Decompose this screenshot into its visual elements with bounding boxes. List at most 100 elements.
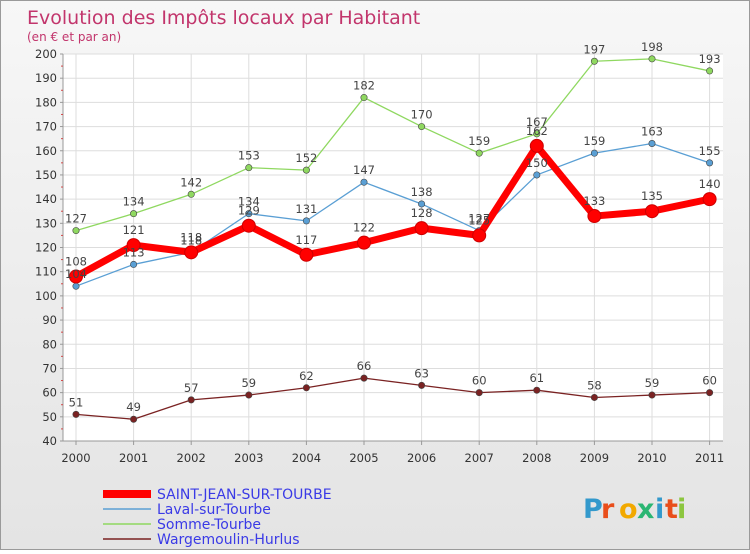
data-point: [302, 166, 310, 174]
data-point: [299, 247, 314, 262]
data-label: 152: [295, 151, 317, 165]
data-label: 163: [641, 124, 663, 138]
data-point: [706, 389, 714, 397]
data-label: 150: [526, 156, 548, 170]
data-point: [414, 221, 429, 236]
y-tick-label: 200: [35, 47, 57, 61]
data-point: [69, 269, 83, 284]
x-tick-label: 2004: [292, 451, 321, 465]
data-point: [130, 415, 138, 423]
y-tick-label: 190: [35, 71, 57, 85]
data-point: [533, 171, 541, 179]
data-label: 127: [468, 212, 490, 226]
data-point: [245, 391, 253, 399]
data-label: 167: [526, 115, 548, 129]
data-point: [472, 228, 487, 243]
data-label: 128: [411, 206, 433, 220]
y-tick-label: 160: [35, 144, 57, 158]
data-label: 117: [295, 233, 317, 247]
data-label: 147: [353, 163, 375, 177]
data-label: 113: [123, 245, 145, 259]
logo-letter: t: [665, 494, 678, 525]
chart-title: Evolution des Impôts locaux par Habitant: [27, 7, 420, 29]
logo-letter: P: [583, 494, 603, 525]
data-label: 57: [184, 381, 199, 395]
data-label: 60: [472, 374, 487, 388]
data-label: 118: [180, 233, 202, 247]
data-point: [590, 57, 598, 65]
data-label: 60: [702, 374, 717, 388]
data-point: [590, 393, 598, 401]
series-line-saint-jean-sur-tourbe: [72, 142, 714, 281]
data-label: 153: [238, 149, 260, 163]
series-line-wargemoulin-hurlus: [75, 377, 711, 420]
data-label: 63: [414, 366, 429, 380]
x-tick-label: 2002: [177, 451, 206, 465]
data-label: 66: [357, 359, 372, 373]
data-point: [302, 217, 310, 225]
x-tick-label: 2007: [465, 451, 494, 465]
data-label: 162: [526, 124, 548, 138]
data-label: 58: [587, 378, 602, 392]
data-point: [648, 55, 656, 63]
data-point: [648, 391, 656, 399]
logo-letter: i: [655, 494, 664, 525]
data-point: [72, 410, 80, 418]
data-point: [529, 138, 544, 153]
data-point: [302, 384, 310, 392]
data-label: 140: [699, 177, 721, 191]
series-lines: [69, 55, 717, 423]
y-tick-label: 50: [42, 410, 57, 424]
data-point: [360, 374, 368, 382]
data-point: [184, 245, 199, 260]
data-label: 129: [238, 204, 260, 218]
data-label: 133: [583, 194, 605, 208]
y-tick-label: 130: [35, 216, 57, 230]
data-point: [126, 238, 141, 253]
data-point: [418, 123, 426, 131]
data-label: 118: [180, 230, 202, 244]
legend-label: Wargemoulin-Hurlus: [157, 532, 300, 548]
data-label: 59: [241, 376, 256, 390]
data-point: [130, 260, 138, 268]
y-tick-label: 80: [42, 337, 57, 351]
x-tick-label: 2006: [407, 451, 436, 465]
data-point: [418, 200, 426, 208]
data-point: [645, 204, 659, 219]
x-tick-label: 2003: [234, 451, 263, 465]
legend: SAINT-JEAN-SUR-TOURBELaval-sur-TourbeSom…: [103, 487, 332, 548]
y-tick-label: 120: [35, 241, 57, 255]
data-label: 170: [411, 108, 433, 122]
data-point: [533, 130, 541, 138]
y-tick-label: 100: [35, 289, 57, 303]
logo-letter: i: [677, 494, 686, 525]
data-label: 125: [468, 213, 490, 227]
y-axis-ticks: 40 50 60 70 80 90 100 110 120 130 140 150 160 170 180 1…: [35, 47, 63, 448]
x-tick-label: 2009: [580, 451, 609, 465]
legend-label: SAINT-JEAN-SUR-TOURBE: [157, 487, 332, 503]
data-label: 159: [583, 134, 605, 148]
x-tick-label: 2001: [119, 451, 148, 465]
data-label: 121: [123, 223, 145, 237]
data-point: [533, 386, 541, 394]
data-point: [357, 235, 371, 250]
data-label: 135: [641, 189, 663, 203]
y-tick-label: 110: [35, 265, 57, 279]
legend-label: Somme-Tourbe: [157, 517, 261, 533]
y-tick-label: 170: [35, 120, 57, 134]
x-tick-label: 2008: [522, 451, 551, 465]
data-label: 131: [295, 202, 317, 216]
data-label: 182: [353, 79, 375, 93]
y-tick-label: 180: [35, 95, 57, 109]
x-tick-label: 2005: [349, 451, 378, 465]
data-label: 138: [411, 185, 433, 199]
data-label: 127: [65, 212, 87, 226]
data-point: [475, 389, 483, 397]
data-point: [590, 149, 598, 157]
y-tick-label: 70: [42, 361, 57, 375]
proxiti-logo: Pr o x i t i: [583, 494, 686, 525]
data-label: 61: [529, 371, 544, 385]
